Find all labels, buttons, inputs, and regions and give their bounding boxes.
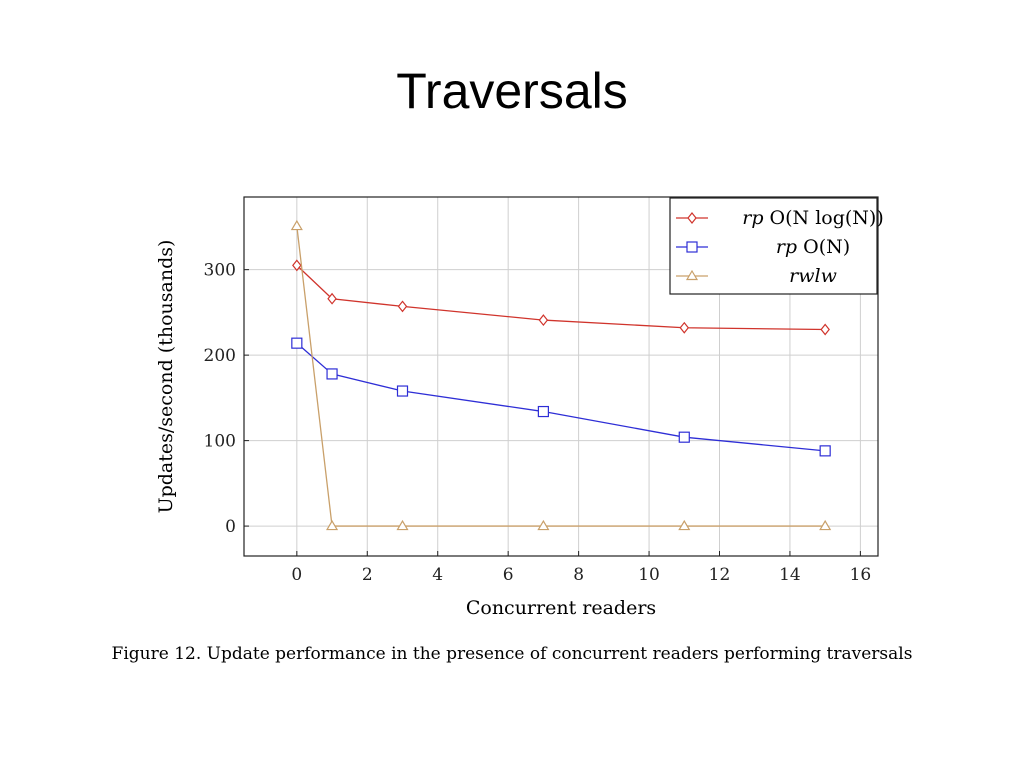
series-1	[291, 337, 831, 457]
diamond-marker	[687, 212, 697, 224]
series-2	[290, 219, 832, 531]
triangle-marker	[678, 519, 691, 531]
line-chart: 0 2 4 6 8 10 12 14 16 0 100 200 300 Concurrent reade…	[155, 196, 884, 619]
triangle-marker	[537, 519, 550, 531]
square-marker	[678, 431, 690, 443]
square-marker	[396, 385, 409, 397]
square-marker	[686, 241, 698, 253]
ticks: 0 2 4 6 8 10 12 14 16 0 100 200 300	[204, 261, 872, 585]
diamond-marker	[397, 300, 408, 313]
square-marker	[537, 405, 549, 418]
square-marker	[326, 368, 338, 380]
legend: rp O(N log(N)) rp O(N) rwlw	[669, 197, 884, 295]
diamond-marker	[679, 321, 690, 334]
diamond-marker	[538, 314, 549, 327]
y-axis-title: Updates/second (thousands)	[155, 240, 177, 514]
legend-label: rp O(N log(N))	[742, 207, 883, 229]
legend-label: rwlw	[789, 265, 837, 287]
series-line	[296, 225, 826, 527]
triangle-marker	[290, 219, 303, 231]
triangle-marker	[819, 519, 832, 531]
square-marker	[819, 445, 831, 457]
y-tick-label: 200	[204, 346, 236, 366]
x-tick-label: 16	[850, 565, 872, 585]
diamond-marker	[820, 323, 830, 336]
legend-entry: rp O(N log(N))	[676, 207, 884, 229]
square-marker	[291, 337, 303, 349]
x-tick-label: 0	[291, 565, 302, 585]
figure-caption: Figure 12. Update performance in the pre…	[111, 644, 913, 664]
y-tick-label: 0	[225, 517, 236, 537]
triangle-marker	[396, 519, 409, 531]
legend-box	[669, 197, 878, 295]
x-tick-label: 8	[573, 565, 584, 585]
triangle-marker	[685, 269, 699, 281]
legend-entry: rp O(N)	[676, 236, 850, 258]
legend-label: rp O(N)	[776, 236, 850, 258]
diamond-marker	[292, 259, 302, 272]
x-tick-label: 4	[432, 565, 443, 585]
x-tick-label: 6	[503, 565, 514, 585]
series-0	[292, 259, 830, 336]
triangle-marker	[326, 519, 339, 531]
series-line	[296, 264, 826, 331]
y-tick-label: 100	[204, 432, 236, 452]
x-tick-label: 10	[638, 565, 660, 585]
y-tick-label: 300	[204, 261, 236, 281]
x-axis-title: Concurrent readers	[466, 597, 656, 619]
slide-title: Traversals	[396, 63, 628, 119]
series-line	[296, 342, 826, 452]
legend-entry: rwlw	[676, 265, 837, 287]
x-tick-label: 12	[709, 565, 731, 585]
series-layer	[290, 219, 832, 531]
x-tick-label: 2	[362, 565, 373, 585]
x-tick-label: 14	[779, 565, 801, 585]
plot-frame	[243, 196, 879, 557]
diamond-marker	[327, 292, 337, 305]
